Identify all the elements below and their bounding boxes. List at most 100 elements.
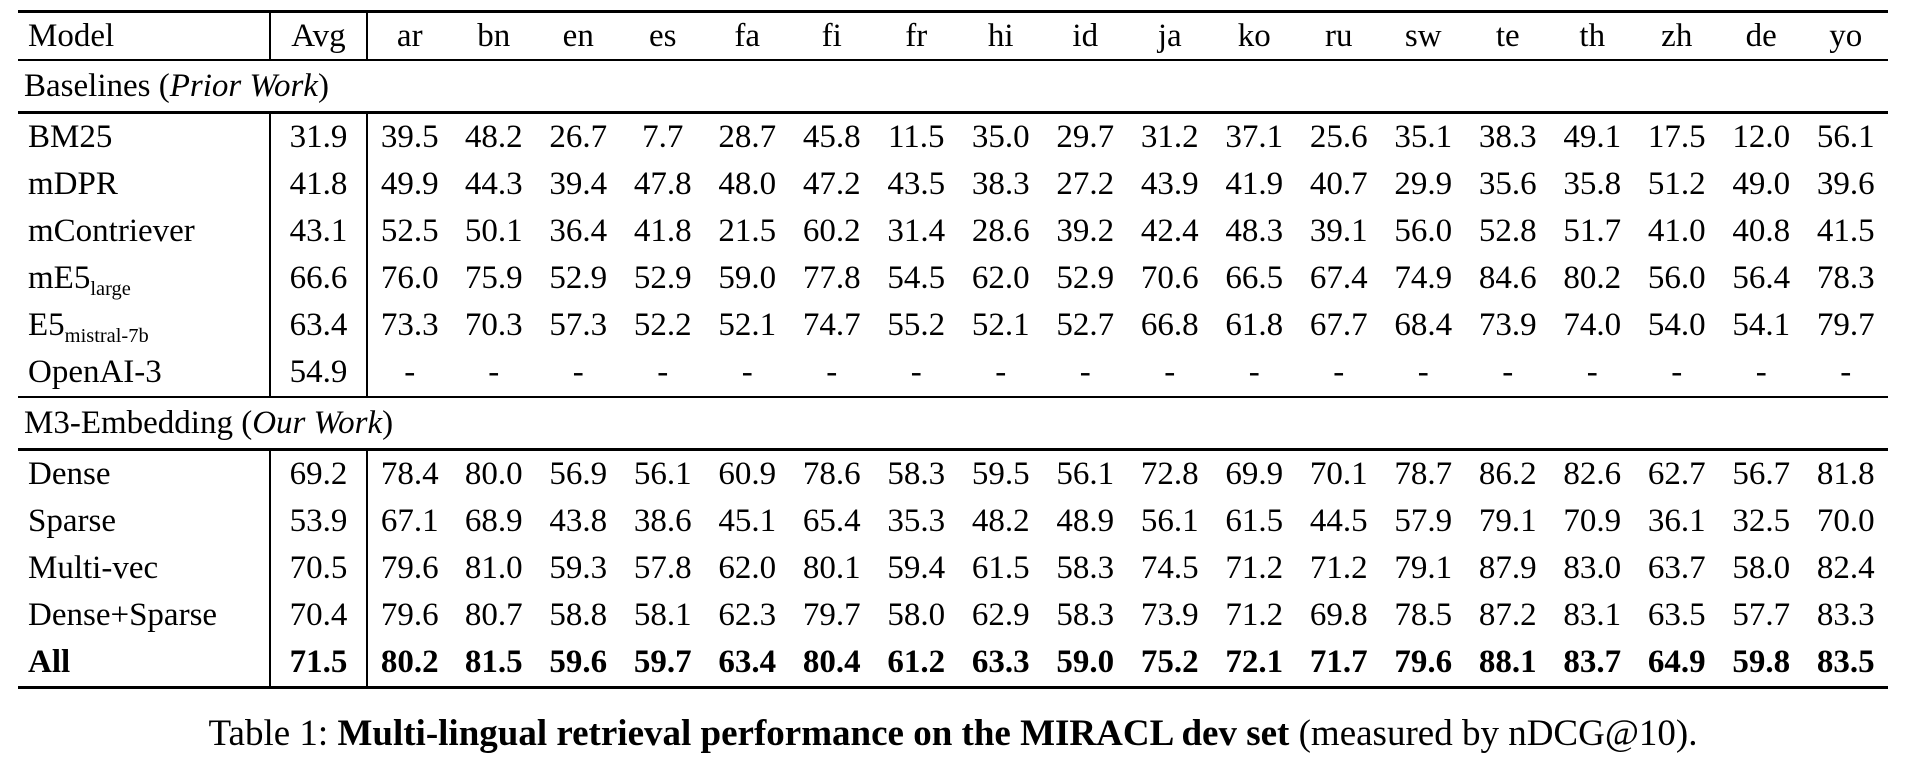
value-cell-ja: 72.8 xyxy=(1140,456,1199,492)
value-cell-en: - xyxy=(572,354,584,390)
value-cell-hi: 62.0 xyxy=(971,260,1030,296)
value-cell-th: 82.6 xyxy=(1563,456,1622,492)
column-header-en: en xyxy=(536,11,621,61)
value-cell-ko: 71.2 xyxy=(1225,550,1284,586)
value-cell-ko: 66.5 xyxy=(1225,260,1284,296)
column-header-es: es xyxy=(620,11,705,61)
value-cell-fi: 45.8 xyxy=(802,119,861,155)
value-cell-ko: 48.3 xyxy=(1225,213,1284,249)
value-cell-ja: 73.9 xyxy=(1140,597,1199,633)
value-cell-fi: 78.6 xyxy=(802,456,861,492)
value-cell-fa: 62.3 xyxy=(718,597,777,633)
table-caption: Table 1: Multi-lingual retrieval perform… xyxy=(0,712,1906,755)
value-cell-fr: 61.2 xyxy=(887,644,946,680)
value-cell-sw: 78.5 xyxy=(1394,597,1453,633)
value-cell-de: 58.0 xyxy=(1732,550,1791,586)
value-cell-de: 56.7 xyxy=(1732,456,1791,492)
value-cell-zh: 17.5 xyxy=(1647,119,1706,155)
value-cell-zh: 63.5 xyxy=(1647,597,1706,633)
column-header-sw: sw xyxy=(1381,11,1466,61)
avg-cell: 66.6 xyxy=(270,255,368,302)
value-cell-th: 70.9 xyxy=(1563,503,1622,539)
value-cell-th: - xyxy=(1586,354,1598,390)
model-cell: mContriever xyxy=(18,208,271,255)
value-cell-zh: - xyxy=(1671,354,1683,390)
value-cell-sw: - xyxy=(1417,354,1429,390)
value-cell-sw: 29.9 xyxy=(1394,166,1453,202)
value-cell-bn: 48.2 xyxy=(464,119,523,155)
value-cell-ru: 44.5 xyxy=(1309,503,1368,539)
value-cell-ar: 49.9 xyxy=(380,166,439,202)
value-cell-ko: - xyxy=(1248,354,1260,390)
value-cell-de: 57.7 xyxy=(1732,597,1791,633)
value-cell-en: 56.9 xyxy=(549,456,608,492)
value-cell-es: 52.2 xyxy=(633,307,692,343)
value-cell-zh: 51.2 xyxy=(1647,166,1706,202)
value-cell-sw: 79.1 xyxy=(1394,550,1453,586)
value-cell-es: 59.7 xyxy=(633,644,692,680)
value-cell-zh: 41.0 xyxy=(1647,213,1706,249)
value-cell-hi: 48.2 xyxy=(971,503,1030,539)
value-cell-en: 39.4 xyxy=(549,166,608,202)
avg-cell: 70.5 xyxy=(270,545,368,592)
value-cell-fi: 79.7 xyxy=(802,597,861,633)
value-cell-fa: 52.1 xyxy=(718,307,777,343)
value-cell-te: 79.1 xyxy=(1478,503,1537,539)
header-row: Model Avg ar bn en es fa fi fr hi id ja ko ru sw te th zh… xyxy=(18,11,1888,61)
value-cell-hi: 59.5 xyxy=(971,456,1030,492)
value-cell-id: 48.9 xyxy=(1056,503,1115,539)
value-cell-sw: 78.7 xyxy=(1394,456,1453,492)
value-cell-fr: 11.5 xyxy=(887,119,945,155)
value-cell-fa: 21.5 xyxy=(718,213,777,249)
value-cell-fr: - xyxy=(910,354,922,390)
value-cell-bn: 70.3 xyxy=(464,307,523,343)
value-cell-ar: 73.3 xyxy=(380,307,439,343)
value-cell-bn: 80.0 xyxy=(464,456,523,492)
value-cell-en: 58.8 xyxy=(549,597,608,633)
value-cell-yo: 70.0 xyxy=(1816,503,1875,539)
model-cell: mE5large xyxy=(18,255,271,302)
value-cell-fi: 47.2 xyxy=(802,166,861,202)
value-cell-fa: 60.9 xyxy=(718,456,777,492)
value-cell-en: 43.8 xyxy=(549,503,608,539)
value-cell-th: 83.1 xyxy=(1563,597,1622,633)
column-header-ko: ko xyxy=(1212,11,1297,61)
value-cell-yo: 78.3 xyxy=(1816,260,1875,296)
value-cell-bn: 50.1 xyxy=(464,213,523,249)
caption-suffix: (measured by nDCG@10). xyxy=(1289,713,1698,754)
value-cell-yo: 56.1 xyxy=(1816,119,1875,155)
value-cell-ar: 39.5 xyxy=(380,119,439,155)
value-cell-te: 52.8 xyxy=(1478,213,1537,249)
value-cell-de: 59.8 xyxy=(1732,644,1791,680)
value-cell-zh: 64.9 xyxy=(1647,644,1706,680)
value-cell-ru: 25.6 xyxy=(1309,119,1368,155)
value-cell-ar: 79.6 xyxy=(380,550,439,586)
value-cell-fr: 58.3 xyxy=(887,456,946,492)
value-cell-ja: 66.8 xyxy=(1140,307,1199,343)
table-row-me5: mE5large 66.6 76.0 75.9 52.9 52.9 59.0 77.8 54.5… xyxy=(18,255,1888,302)
column-header-fr: fr xyxy=(874,11,959,61)
value-cell-de: 32.5 xyxy=(1732,503,1791,539)
value-cell-te: 86.2 xyxy=(1478,456,1537,492)
value-cell-de: 49.0 xyxy=(1732,166,1791,202)
column-header-ru: ru xyxy=(1296,11,1381,61)
value-cell-sw: 74.9 xyxy=(1394,260,1453,296)
model-subscript: mistral-7b xyxy=(64,325,149,348)
value-cell-fr: 55.2 xyxy=(887,307,946,343)
value-cell-sw: 35.1 xyxy=(1394,119,1453,155)
table-row-multi-vec: Multi-vec 70.5 79.6 81.0 59.3 57.8 62.0 80.1 59.… xyxy=(18,545,1888,592)
value-cell-hi: 63.3 xyxy=(971,644,1030,680)
model-cell: Dense+Sparse xyxy=(18,592,271,639)
value-cell-fr: 58.0 xyxy=(887,597,946,633)
value-cell-te: 84.6 xyxy=(1478,260,1537,296)
avg-cell: 71.5 xyxy=(270,639,368,688)
value-cell-yo: - xyxy=(1840,354,1852,390)
model-cell: BM25 xyxy=(18,112,271,161)
column-header-bn: bn xyxy=(451,11,536,61)
value-cell-ja: 70.6 xyxy=(1140,260,1199,296)
value-cell-yo: 39.6 xyxy=(1816,166,1875,202)
value-cell-es: 58.1 xyxy=(633,597,692,633)
value-cell-es: 41.8 xyxy=(633,213,692,249)
value-cell-en: 26.7 xyxy=(549,119,608,155)
